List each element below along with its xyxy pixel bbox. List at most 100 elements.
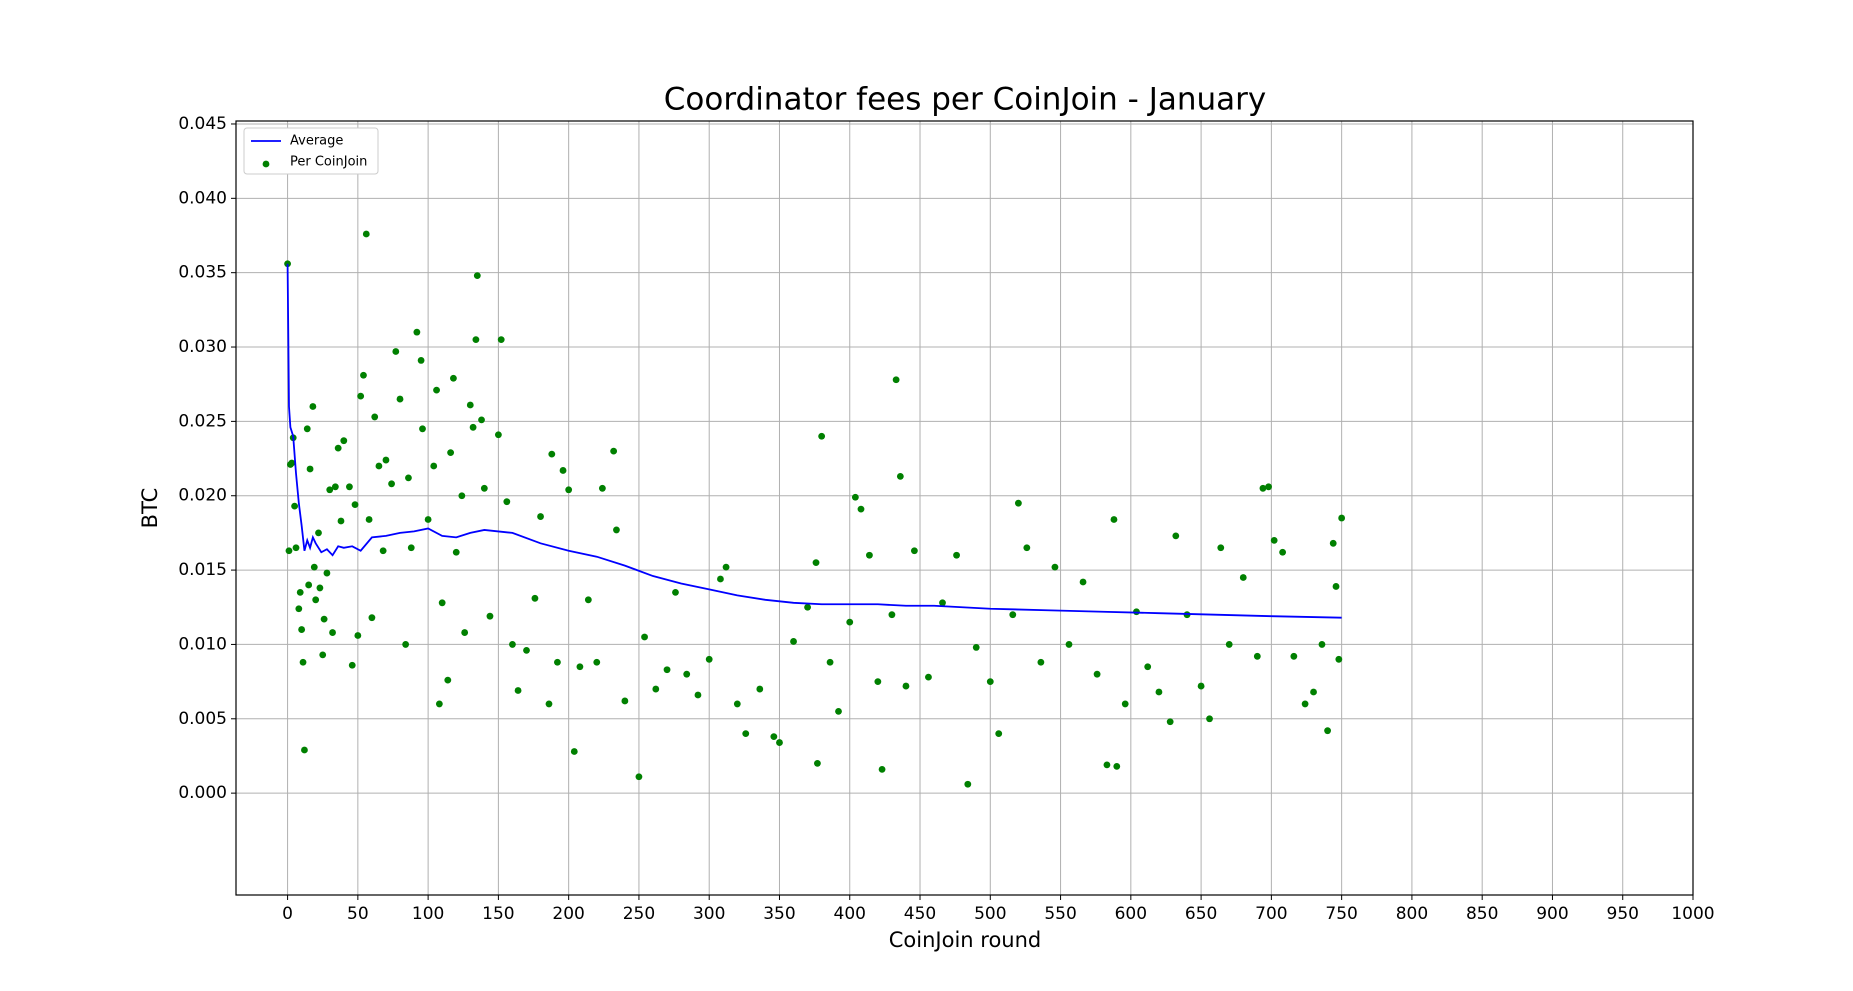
x-tick-label: 300 (693, 904, 725, 924)
scatter-point (902, 682, 910, 690)
scatter-point (878, 765, 886, 773)
x-tick-label: 450 (904, 904, 936, 924)
x-tick-label: 0 (282, 904, 293, 924)
scatter-point (1144, 663, 1152, 671)
scatter-point (804, 603, 811, 611)
scatter-point (295, 605, 303, 613)
scatter-point (430, 462, 438, 470)
scatter-point (896, 473, 904, 480)
x-tick-label: 550 (1044, 904, 1076, 924)
legend-label: Per CoinJoin (290, 155, 367, 170)
x-axis-label: CoinJoin round (889, 928, 1042, 952)
scatter-point (1110, 516, 1118, 523)
scatter-point (1037, 658, 1045, 666)
scatter-point (641, 633, 648, 641)
scatter-point (1217, 544, 1225, 552)
scatter-point (365, 516, 373, 523)
scatter-point (722, 563, 730, 571)
scatter-point (812, 559, 820, 567)
average-line (286, 263, 1342, 619)
scatter-point (329, 629, 336, 636)
x-tick-label: 600 (1115, 904, 1147, 924)
scatter-point (424, 516, 432, 523)
scatter-point (1166, 718, 1174, 726)
scatter-point (683, 670, 691, 678)
scatter-point (972, 644, 980, 651)
scatter-point (450, 374, 457, 382)
scatter-point (1014, 499, 1022, 507)
scatter-point (478, 416, 485, 424)
scatter-point (452, 548, 460, 556)
scatter-point (351, 501, 359, 509)
scatter-point (435, 700, 443, 708)
x-tick-label: 400 (834, 904, 866, 924)
scatter-point (537, 513, 544, 520)
scatter-point (1290, 652, 1298, 660)
scatter-point (531, 594, 539, 602)
scatter-point (1103, 761, 1111, 769)
scatter-point (593, 658, 601, 666)
scatter-point (413, 328, 421, 336)
x-tick-label: 250 (623, 904, 655, 924)
legend: Average Per CoinJoin (243, 127, 379, 175)
scatter-point (565, 486, 573, 494)
scatter-point (663, 666, 671, 674)
scatter-point (790, 638, 797, 645)
scatter-point (559, 467, 567, 474)
scatter-point (417, 357, 425, 364)
scatter-point (382, 456, 390, 464)
scatter-point (548, 450, 556, 458)
scatter-point (472, 336, 480, 343)
scatter-point (1023, 544, 1031, 552)
scatter-point (419, 425, 426, 433)
scatter-point (694, 691, 702, 699)
scatter-point (346, 483, 353, 491)
x-tick-label: 150 (482, 904, 514, 924)
scatter-point (375, 462, 383, 470)
scatter-point (1225, 641, 1233, 648)
scatter-point (438, 599, 446, 607)
scatter-point (288, 459, 296, 467)
scatter-point (299, 658, 307, 666)
scatter-point (892, 376, 900, 384)
scatter-point (835, 707, 842, 715)
scatter-point (986, 678, 994, 686)
scatter-point (1239, 574, 1247, 581)
scatter-point (433, 386, 440, 394)
scatter-point (1253, 652, 1261, 660)
scatter-point (292, 544, 300, 552)
scatter-point (888, 611, 896, 619)
scatter-point (326, 486, 334, 494)
scatter-point (770, 733, 778, 741)
scatter-point (995, 730, 1003, 738)
scatter-point (576, 663, 584, 671)
scatter-point (652, 685, 660, 693)
scatter-point (545, 700, 553, 708)
scatter-point (939, 599, 946, 607)
scatter-point (705, 655, 713, 663)
x-tick-label: 950 (1607, 904, 1639, 924)
scatter-point (466, 401, 474, 409)
scatter-point (357, 392, 365, 400)
scatter-point (407, 544, 415, 552)
scatter-point (613, 526, 620, 534)
scatter-point (925, 673, 932, 681)
scatter-point (733, 700, 741, 708)
scatter-point (826, 658, 834, 666)
scatter-point (316, 584, 324, 592)
x-tick-label: 500 (974, 904, 1006, 924)
scatter-point (337, 517, 345, 525)
scatter-point (1121, 700, 1129, 708)
y-tick-label: 0.020 (178, 486, 227, 506)
scatter-point (1279, 548, 1287, 556)
y-tick-label: 0.035 (178, 263, 227, 283)
scatter-point (874, 678, 882, 686)
scatter-point (379, 547, 387, 555)
scatter-point (301, 746, 308, 754)
x-tick-label: 850 (1466, 904, 1498, 924)
x-tick-label: 700 (1255, 904, 1287, 924)
scatter-point (964, 780, 972, 788)
scatter-point (776, 739, 783, 746)
scatter-point (296, 588, 304, 596)
